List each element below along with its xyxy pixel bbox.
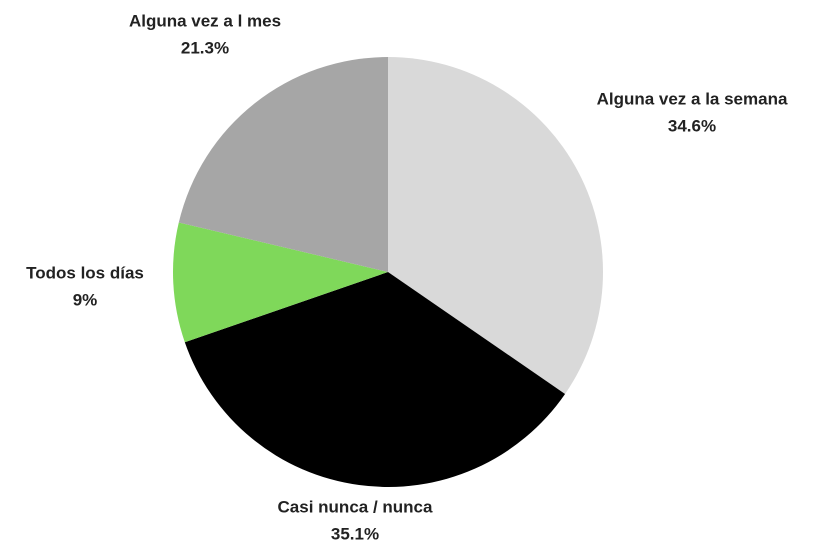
slice-label: Casi nunca / nunca xyxy=(278,497,433,516)
slice-value-label: 35.1% xyxy=(331,524,379,543)
pie-slice xyxy=(184,272,566,488)
pie-slice xyxy=(173,222,388,343)
slice-label: Alguna vez a la semana xyxy=(597,89,788,108)
slice-value-label: 21.3% xyxy=(181,38,229,57)
slice-label: Alguna vez a l mes xyxy=(129,11,281,30)
slice-value-label: 34.6% xyxy=(668,116,716,135)
slice-label: Todos los días xyxy=(26,263,144,282)
slice-value-label: 9% xyxy=(73,290,98,309)
pie-slice xyxy=(178,57,388,272)
pie-slice xyxy=(388,57,603,394)
